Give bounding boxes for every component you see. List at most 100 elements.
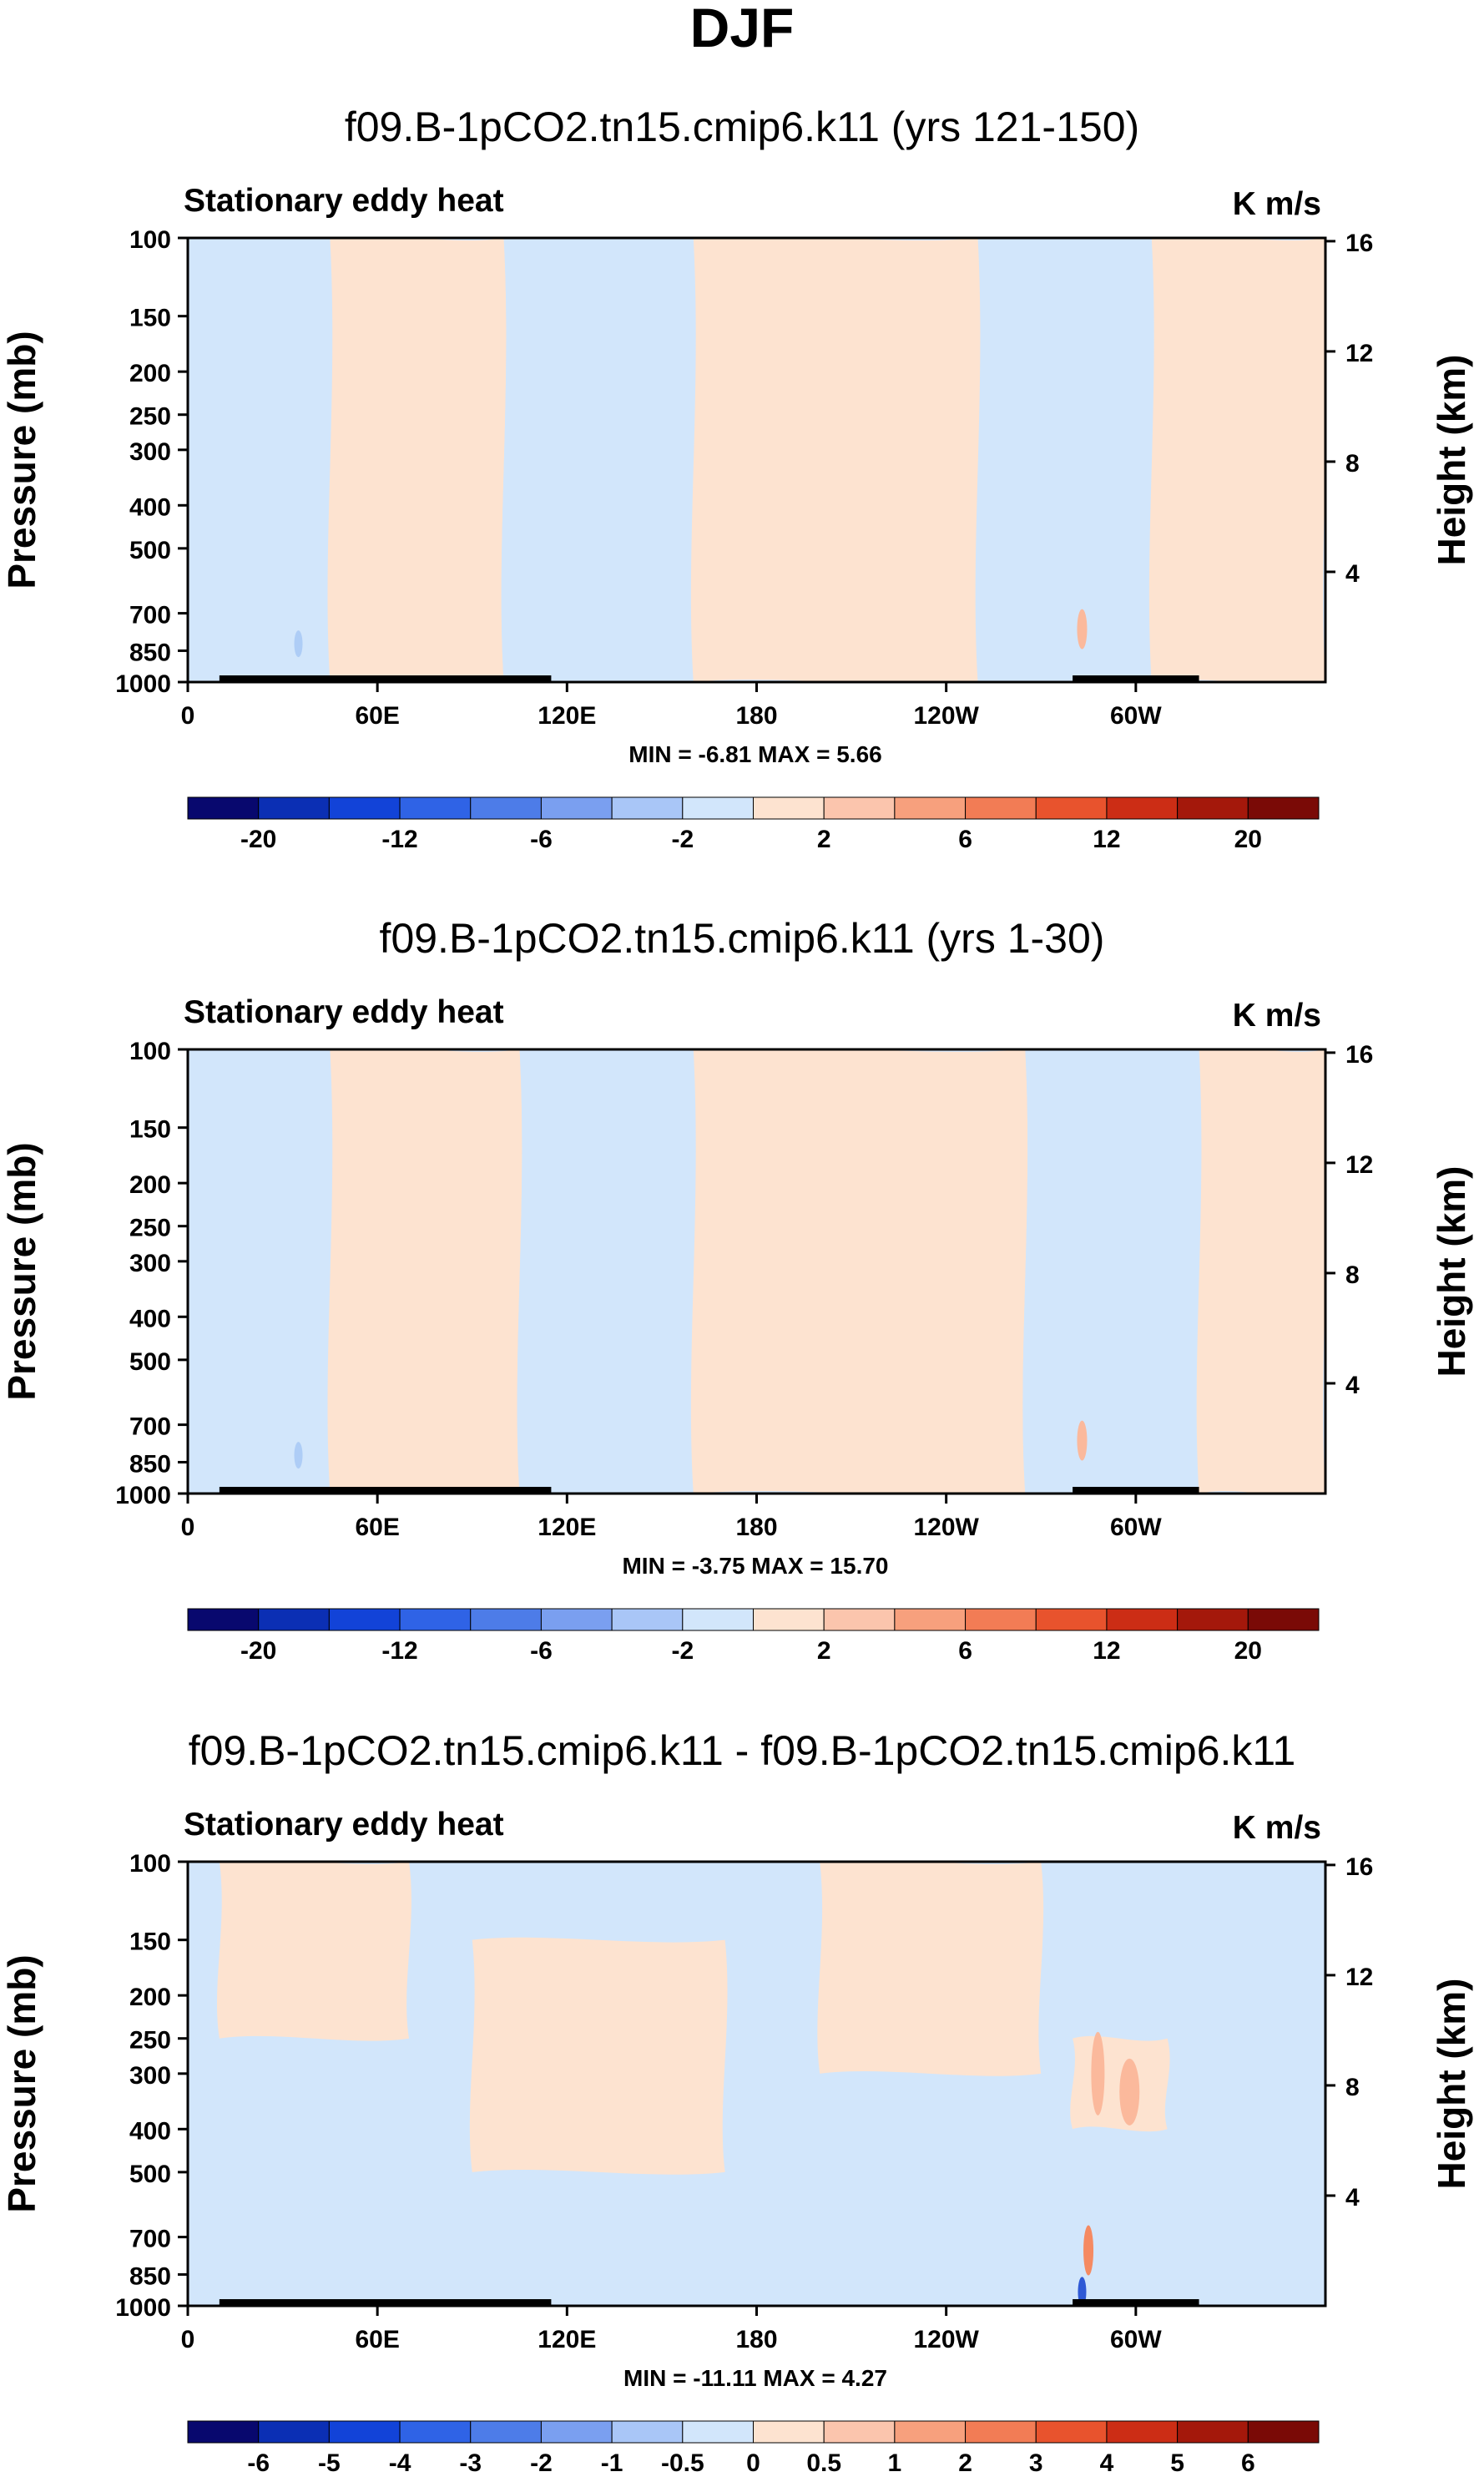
x-tick-label: 60W <box>1110 2326 1162 2353</box>
colorbar-bin-14 <box>1106 2420 1179 2444</box>
x-tick-label: 120E <box>538 1514 596 1541</box>
y2-tick-label: 12 <box>1345 1151 1373 1179</box>
y-axis-label: Pressure (mb) <box>0 1142 43 1400</box>
colorbar-bin-12 <box>965 1608 1037 1631</box>
colorbar-label: -4 <box>389 2449 411 2477</box>
colorbar: -20 -12 -6 -2 2 6 12 20 <box>187 1608 1320 1665</box>
x-tick-label: 60E <box>355 702 399 730</box>
colorbar-label: -2 <box>530 2449 553 2477</box>
x-tick-label: 180 <box>735 2326 777 2353</box>
x-tick-label: 180 <box>735 1514 777 1541</box>
colorbar-bin-8 <box>682 796 754 820</box>
contour-region-3 <box>469 1937 728 2175</box>
colorbar-label: -12 <box>381 826 417 853</box>
y2-tick-label: 12 <box>1345 1964 1373 1991</box>
y-tick-label: 500 <box>129 537 171 564</box>
colorbar-bin-13 <box>1035 796 1108 820</box>
plot-area <box>188 238 1325 682</box>
contour-region-1 <box>188 238 333 682</box>
colorbar-bin-7 <box>611 796 684 820</box>
panel-1: f09.B-1pCO2.tn15.cmip6.k11 (yrs 121-150)… <box>0 104 1473 853</box>
colorbar-bin-16 <box>1247 796 1320 820</box>
feature-orange <box>1077 609 1088 650</box>
colorbar-bin-7 <box>611 1608 684 1631</box>
y-axis-label: Pressure (mb) <box>0 1954 43 2212</box>
y-tick-label: 250 <box>129 2027 171 2055</box>
y-tick-label: 850 <box>129 639 171 666</box>
contour-region-2 <box>216 1862 411 2041</box>
contour-region-6 <box>1196 1049 1325 1494</box>
feature-orange-upper <box>1091 2031 1105 2115</box>
y-tick-label: 300 <box>129 2062 171 2090</box>
y-tick-label: 250 <box>129 1215 171 1242</box>
contour-region-1 <box>188 1049 333 1494</box>
contour-region-4 <box>690 238 981 682</box>
y2-tick-label: 4 <box>1345 1372 1360 1399</box>
colorbar-label: 12 <box>1093 1637 1120 1665</box>
x-tick-label: 0 <box>181 1514 195 1541</box>
colorbar-label: 4 <box>1100 2449 1114 2477</box>
y-tick-label: 500 <box>129 1348 171 1376</box>
panels: f09.B-1pCO2.tn15.cmip6.k11 (yrs 121-150)… <box>0 104 1473 2477</box>
feature-blue-lower <box>1078 2277 1087 2306</box>
figure-title: DJF <box>690 0 795 58</box>
y2-tick-label: 12 <box>1345 340 1373 367</box>
colorbar-bin-8 <box>682 2420 754 2444</box>
y-tick-label: 500 <box>129 2161 171 2188</box>
x-tick-label: 0 <box>181 702 195 730</box>
colorbar-bin-12 <box>965 2420 1037 2444</box>
feature-blue <box>294 630 303 658</box>
y2-tick-label: 4 <box>1345 560 1360 588</box>
y2-tick-label: 16 <box>1345 230 1373 257</box>
colorbar-bin-11 <box>894 1608 967 1631</box>
colorbar-bin-4 <box>399 796 472 820</box>
y-tick-label: 700 <box>129 1413 171 1441</box>
y-tick-label: 1000 <box>115 2294 171 2322</box>
colorbar-label: 12 <box>1093 826 1120 853</box>
colorbar-bin-14 <box>1106 1608 1179 1631</box>
y-tick-label: 400 <box>129 2117 171 2145</box>
contour-region-3 <box>501 238 696 682</box>
x-tick-label: 0 <box>181 2326 195 2353</box>
colorbar-bin-4 <box>399 1608 472 1631</box>
x-tick-label: 120E <box>538 2326 596 2353</box>
y-tick-label: 700 <box>129 602 171 629</box>
colorbar-bin-5 <box>470 2420 542 2444</box>
colorbar-bin-11 <box>894 2420 967 2444</box>
colorbar-label: -6 <box>530 826 553 853</box>
y2-tick-label: 8 <box>1345 450 1360 478</box>
colorbar-label: 5 <box>1170 2449 1184 2477</box>
panel-2: f09.B-1pCO2.tn15.cmip6.k11 (yrs 1-30) Sta… <box>0 915 1473 1665</box>
panel-title: f09.B-1pCO2.tn15.cmip6.k11 (yrs 1-30) <box>380 915 1105 962</box>
topography-4 <box>1135 675 1199 682</box>
colorbar-bin-3 <box>328 2420 401 2444</box>
colorbar-bin-10 <box>823 796 896 820</box>
y2-axis-label: Height (km) <box>1430 1979 1473 2190</box>
stats-text: MIN = -3.75 MAX = 15.70 <box>622 1553 888 1579</box>
contour-region-2 <box>327 1049 522 1494</box>
feature-blue <box>294 1442 303 1469</box>
panel-subtitle: Stationary eddy heat <box>184 994 504 1030</box>
colorbar-bin-16 <box>1247 1608 1320 1631</box>
colorbar-label: -20 <box>240 826 276 853</box>
colorbar-label: 6 <box>958 1637 972 1665</box>
x-tick-label: 60W <box>1110 1514 1162 1541</box>
colorbar-bin-15 <box>1177 1608 1249 1631</box>
y2-axis-label: Height (km) <box>1430 1166 1473 1377</box>
colorbar-bin-6 <box>540 1608 613 1631</box>
contour-region-5 <box>1022 1049 1202 1494</box>
stats-text: MIN = -6.81 MAX = 5.66 <box>628 741 881 767</box>
y2-tick-label: 16 <box>1345 1041 1373 1069</box>
colorbar-label: -2 <box>671 1637 694 1665</box>
y2-tick-label: 16 <box>1345 1853 1373 1881</box>
colorbar-bin-9 <box>753 1608 825 1631</box>
colorbar-bin-9 <box>753 796 825 820</box>
colorbar-label: 20 <box>1234 1637 1262 1665</box>
x-tick-label: 60E <box>355 1514 399 1541</box>
colorbar-label: 0.5 <box>806 2449 841 2477</box>
panel-3: f09.B-1pCO2.tn15.cmip6.k11 - f09.B-1pCO2… <box>0 1727 1473 2477</box>
colorbar-label: 2 <box>817 826 831 853</box>
y2-axis-label: Height (km) <box>1430 355 1473 566</box>
colorbar-label: 0 <box>746 2449 760 2477</box>
colorbar-label: -1 <box>601 2449 623 2477</box>
